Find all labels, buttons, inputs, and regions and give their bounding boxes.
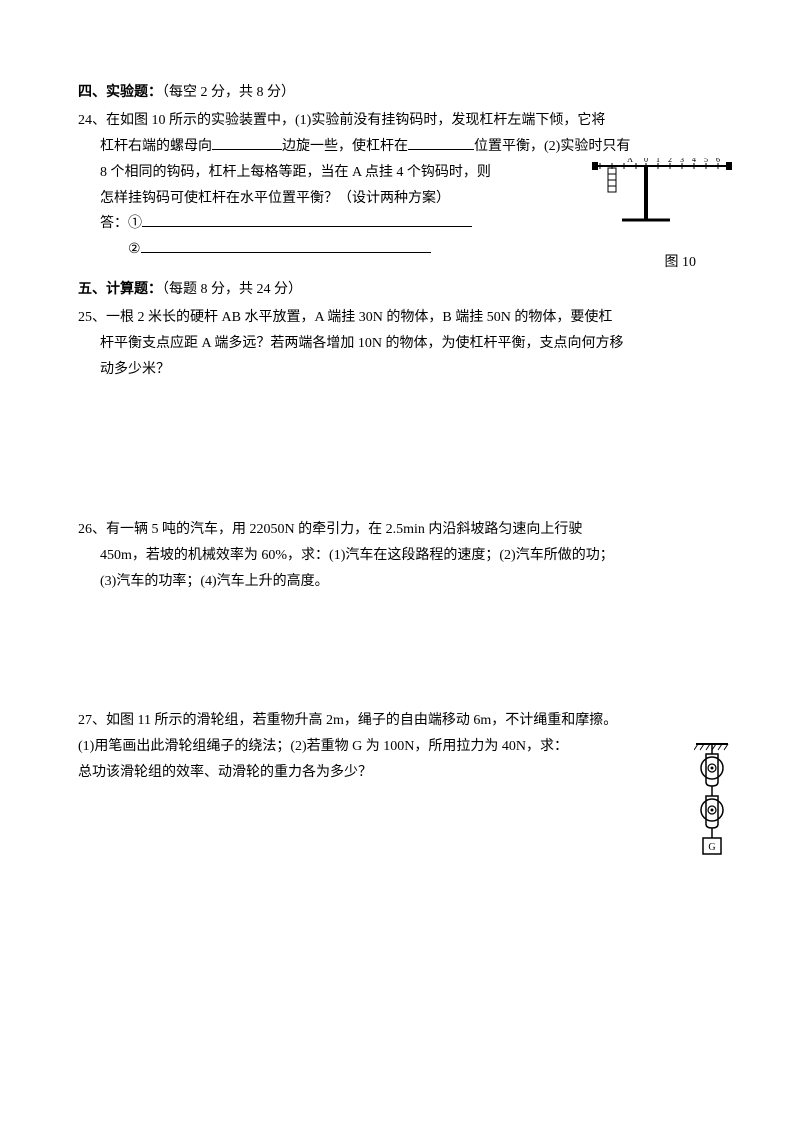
q24-line2: 杠杆右端的螺母向 边旋一些，使杠杆在 位置平衡，(2)实验时只有 bbox=[78, 134, 722, 160]
question-26: 26、有一辆 5 吨的汽车，用 22050N 的牵引力，在 2.5min 内沿斜… bbox=[78, 517, 722, 595]
svg-text:4: 4 bbox=[692, 158, 696, 164]
q24-text2b: 边旋一些，使杠杆在 bbox=[282, 139, 408, 154]
section-5-title: 五、计算题： bbox=[78, 282, 162, 297]
q25-num: 25、 bbox=[78, 310, 106, 325]
figure-10-lever: A 0 1 2 3 4 5 6 bbox=[592, 158, 732, 248]
q27-line1: 27、如图 11 所示的滑轮组，若重物升高 2m，绳子的自由端移动 6m，不计绳… bbox=[78, 708, 722, 734]
q26-line3: (3)汽车的功率；(4)汽车上升的高度。 bbox=[78, 569, 722, 595]
q24-text1: 在如图 10 所示的实验装置中，(1)实验前没有挂钩码时，发现杠杆左端下倾，它将 bbox=[106, 113, 605, 128]
spacer-1 bbox=[78, 387, 722, 517]
blank-answer-2[interactable] bbox=[141, 238, 431, 253]
q25-line1: 25、一根 2 米长的硬杆 AB 水平放置，A 端挂 30N 的物体，B 端挂 … bbox=[78, 305, 722, 331]
svg-text:0: 0 bbox=[644, 158, 648, 164]
svg-text:1: 1 bbox=[656, 158, 660, 164]
q26-text1: 有一辆 5 吨的汽车，用 22050N 的牵引力，在 2.5min 内沿斜坡路匀… bbox=[106, 522, 582, 537]
q26-line1: 26、有一辆 5 吨的汽车，用 22050N 的牵引力，在 2.5min 内沿斜… bbox=[78, 517, 722, 543]
q24-line1: 24、在如图 10 所示的实验装置中，(1)实验前没有挂钩码时，发现杠杆左端下倾… bbox=[78, 108, 722, 134]
q25-line3: 动多少米？ bbox=[78, 357, 722, 383]
q27-num: 27、 bbox=[78, 713, 106, 728]
q27-line2: (1)用笔画出此滑轮组绳子的绕法；(2)若重物 G 为 100N，所用拉力为 4… bbox=[78, 734, 722, 760]
section-4-title: 四、实验题： bbox=[78, 85, 162, 100]
q26-line2: 450m，若坡的机械效率为 60%，求：(1)汽车在这段路程的速度；(2)汽车所… bbox=[78, 543, 722, 569]
blank-answer-1[interactable] bbox=[142, 212, 472, 227]
q24-line4: 怎样挂钩码可使杠杆在水平位置平衡？（设计两种方案） bbox=[78, 186, 572, 212]
question-25: 25、一根 2 米长的硬杆 AB 水平放置，A 端挂 30N 的物体，B 端挂 … bbox=[78, 305, 722, 383]
answer-label-1: 答：① bbox=[100, 216, 142, 231]
section-5-header: 五、计算题：（每题 8 分，共 24 分） bbox=[78, 277, 722, 303]
section-4-note: （每空 2 分，共 8 分） bbox=[162, 85, 295, 100]
svg-text:A: A bbox=[627, 158, 633, 164]
pulley-svg: G bbox=[694, 740, 730, 880]
q24-num: 24、 bbox=[78, 113, 106, 128]
q24-text2c: 位置平衡，(2)实验时只有 bbox=[474, 139, 630, 154]
svg-text:5: 5 bbox=[704, 158, 708, 164]
q24-answer1: 答：① bbox=[78, 211, 572, 237]
svg-text:G: G bbox=[708, 842, 715, 853]
q25-line2: 杆平衡支点应距 A 端多远？若两端各增加 10N 的物体，为使杠杆平衡，支点向何… bbox=[78, 331, 722, 357]
lever-svg: A 0 1 2 3 4 5 6 bbox=[592, 158, 732, 248]
svg-text:6: 6 bbox=[716, 158, 720, 164]
q25-text1: 一根 2 米长的硬杆 AB 水平放置，A 端挂 30N 的物体，B 端挂 50N… bbox=[106, 310, 612, 325]
figure-10-label: 图 10 bbox=[665, 250, 697, 276]
question-27: 27、如图 11 所示的滑轮组，若重物升高 2m，绳子的自由端移动 6m，不计绳… bbox=[78, 708, 722, 786]
q24-line3: 8 个相同的钩码，杠杆上每格等距，当在 A 点挂 4 个钩码时，则 bbox=[78, 160, 572, 186]
svg-text:3: 3 bbox=[680, 158, 684, 164]
q27-text1: 如图 11 所示的滑轮组，若重物升高 2m，绳子的自由端移动 6m，不计绳重和摩… bbox=[106, 713, 617, 728]
q24-text2a: 杠杆右端的螺母向 bbox=[100, 139, 212, 154]
blank-1[interactable] bbox=[212, 134, 282, 149]
spacer-2 bbox=[78, 598, 722, 708]
answer-label-2: ② bbox=[128, 242, 141, 257]
section-4-header: 四、实验题：（每空 2 分，共 8 分） bbox=[78, 80, 722, 106]
q24-answer2: ② bbox=[78, 237, 572, 263]
figure-11-pulley: G bbox=[694, 740, 730, 880]
blank-2[interactable] bbox=[408, 134, 474, 149]
section-5-note: （每题 8 分，共 24 分） bbox=[162, 282, 302, 297]
q26-num: 26、 bbox=[78, 522, 106, 537]
svg-text:2: 2 bbox=[668, 158, 672, 164]
q27-line3: 总功该滑轮组的效率、动滑轮的重力各为多少？ bbox=[78, 760, 722, 786]
